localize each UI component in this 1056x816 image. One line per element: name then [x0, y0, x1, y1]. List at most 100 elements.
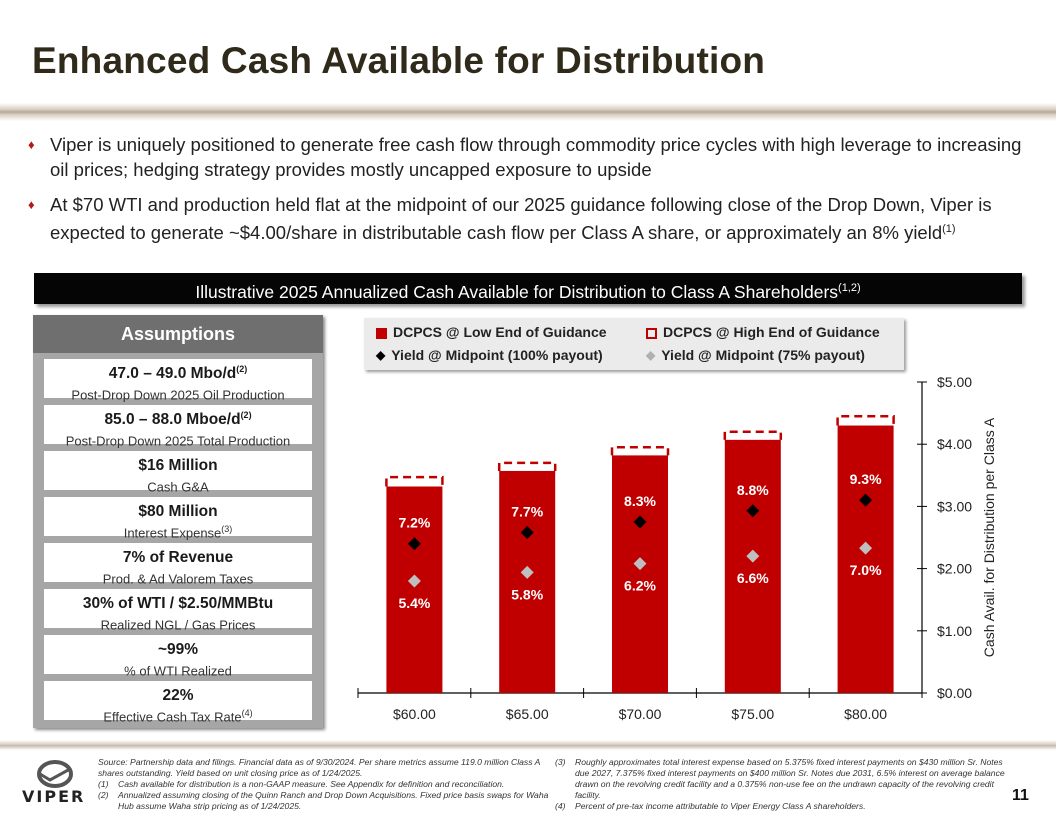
bullet-text: Viper is uniquely positioned to generate…: [50, 134, 1022, 180]
assumption-value: ~99%: [157, 641, 199, 659]
assumptions-header: Assumptions: [33, 315, 323, 353]
footnote-item: (4) Percent of pre-tax income attributabl…: [555, 801, 866, 811]
marker-yield-100: [859, 493, 873, 507]
banner-text: Illustrative 2025 Annualized Cash Availa…: [195, 281, 839, 302]
bullet-item: ♦ At $70 WTI and production held flat at…: [28, 192, 1038, 245]
assumption-label: Effective Cash Tax Rate(4): [103, 708, 253, 725]
legend-item-yield100: ◆ Yield @ Midpoint (100% payout): [376, 347, 603, 363]
marker-yield-75: [407, 574, 421, 588]
assumption-label: Cash G&A: [147, 479, 209, 495]
footnote-item: (1) Cash available for distribution is a …: [98, 779, 505, 789]
assumption-value: $80 Million: [138, 503, 218, 521]
yield-100-label: 7.7%: [511, 504, 543, 520]
x-tick-label: $65.00: [506, 706, 549, 722]
y-tick-label: $1.00: [937, 623, 972, 639]
marker-yield-75: [746, 549, 760, 563]
bar-high-end: [610, 446, 670, 456]
assumption-value: 22%: [162, 687, 194, 705]
x-tick-label: $60.00: [393, 706, 436, 722]
yield-75-label: 5.8%: [511, 586, 543, 602]
footnotes-left: Source: Partnership data and filings. Fi…: [98, 757, 566, 812]
bar-low-end: [386, 486, 443, 693]
bullet-list: ♦ Viper is uniquely positioned to genera…: [28, 132, 1038, 255]
footnote-ref: (1): [942, 223, 956, 235]
y-tick-label: $5.00: [937, 374, 972, 390]
marker-yield-75: [633, 557, 647, 571]
bullet-text: At $70 WTI and production held flat at t…: [50, 194, 992, 244]
section-banner: Illustrative 2025 Annualized Cash Availa…: [34, 273, 1022, 304]
marker-yield-100: [407, 537, 421, 551]
assumption-card: $16 Million Cash G&A: [44, 451, 312, 494]
y-axis-label: Cash Avail. for Distribution per Class A: [981, 417, 997, 657]
assumption-value: 85.0 – 88.0 Mboe/d(2): [104, 410, 252, 429]
bar-low-end: [499, 470, 556, 693]
footnote-source: Source: Partnership data and filings. Fi…: [98, 757, 541, 778]
page-number: 11: [1012, 787, 1029, 804]
x-tick-label: $80.00: [844, 706, 887, 722]
assumption-label: Post-Drop Down 2025 Total Production: [65, 433, 291, 449]
yield-100-label: 7.2%: [398, 515, 430, 531]
diamond-bullet-icon: ♦: [28, 197, 35, 212]
red-square-icon: [376, 327, 387, 339]
bar-high-end: [497, 461, 557, 471]
assumption-card: ~99% % of WTI Realized: [44, 635, 312, 678]
assumption-card: 7% of Revenue Prod. & Ad Valorem Taxes: [44, 543, 312, 586]
footer-divider: [0, 740, 1056, 750]
footnotes-right: (3) Roughly approximates total interest e…: [555, 757, 1005, 812]
bar-low-end: [837, 425, 894, 693]
dcpcs-bar-chart: $0.00 $1.00 $2.00 $3.00 $4.00 $5.00 Cash Avail…: [357, 374, 997, 722]
bar-low-end: [724, 439, 781, 693]
footnote-ref: (1,2): [838, 282, 861, 294]
dashed-square-icon: [646, 327, 657, 339]
marker-yield-100: [633, 515, 647, 529]
y-tick-label: $0.00: [937, 685, 972, 701]
assumption-label: Post-Drop Down 2025 Oil Production: [71, 387, 285, 403]
gray-diamond-icon: ◆: [646, 348, 656, 363]
assumption-label: Realized NGL / Gas Prices: [100, 617, 256, 633]
marker-yield-100: [746, 504, 760, 518]
bar-high-end: [723, 430, 783, 440]
logo-wordmark: VIPER: [22, 787, 86, 806]
assumption-label: Prod. & Ad Valorem Taxes: [102, 571, 254, 587]
x-tick-label: $70.00: [619, 706, 662, 722]
assumption-value: 47.0 – 49.0 Mbo/d(2): [108, 364, 248, 383]
chart-legend: DCPCS @ Low End of Guidance DCPCS @ High…: [364, 318, 904, 370]
assumption-card: 30% of WTI / $2.50/MMBtu Realized NGL / …: [44, 589, 312, 632]
viper-logo-icon: [37, 760, 73, 788]
yield-75-label: 6.2%: [624, 578, 656, 594]
y-tick-label: $4.00: [937, 436, 972, 452]
assumption-card: 22% Effective Cash Tax Rate(4): [44, 681, 312, 724]
title-divider: [0, 103, 1056, 121]
assumption-card: 85.0 – 88.0 Mboe/d(2) Post-Drop Down 202…: [44, 405, 312, 448]
assumption-value: 7% of Revenue: [122, 549, 234, 567]
assumption-value: 30% of WTI / $2.50/MMBtu: [82, 595, 274, 613]
assumption-value: $16 Million: [138, 457, 218, 475]
marker-yield-75: [859, 541, 873, 555]
bar-low-end: [612, 455, 668, 693]
assumption-label: Interest Expense(3): [123, 524, 233, 541]
legend-item-low: DCPCS @ Low End of Guidance: [376, 324, 607, 340]
yield-100-label: 9.3%: [850, 471, 882, 487]
bullet-item: ♦ Viper is uniquely positioned to genera…: [28, 132, 1038, 182]
assumption-card: $80 Million Interest Expense(3): [44, 497, 312, 540]
diamond-bullet-icon: ♦: [28, 137, 35, 152]
y-tick-label: $2.00: [937, 561, 972, 577]
marker-yield-100: [520, 526, 534, 540]
x-tick-label: $75.00: [731, 706, 774, 722]
marker-yield-75: [520, 565, 534, 579]
page-title: Enhanced Cash Available for Distribution: [32, 40, 766, 81]
yield-100-label: 8.8%: [737, 482, 769, 498]
footnote-item: (2) Annualized assuming closing of the Qu…: [98, 790, 549, 811]
yield-100-label: 8.3%: [624, 493, 656, 509]
bar-high-end: [385, 475, 444, 487]
bar-high-end: [836, 414, 895, 426]
yield-75-label: 6.6%: [737, 570, 769, 586]
legend-item-yield75: ◆ Yield @ Midpoint (75% payout): [646, 347, 865, 363]
yield-75-label: 5.4%: [398, 595, 430, 611]
assumption-card: 47.0 – 49.0 Mbo/d(2) Post-Drop Down 2025…: [44, 359, 312, 402]
legend-item-high: DCPCS @ High End of Guidance: [646, 324, 880, 340]
assumptions-panel: Assumptions 47.0 – 49.0 Mbo/d(2) Post-Dr…: [33, 315, 323, 728]
yield-75-label: 7.0%: [850, 562, 882, 578]
footnote-item: (3) Roughly approximates total interest e…: [555, 757, 1005, 800]
assumption-label: % of WTI Realized: [124, 663, 232, 679]
